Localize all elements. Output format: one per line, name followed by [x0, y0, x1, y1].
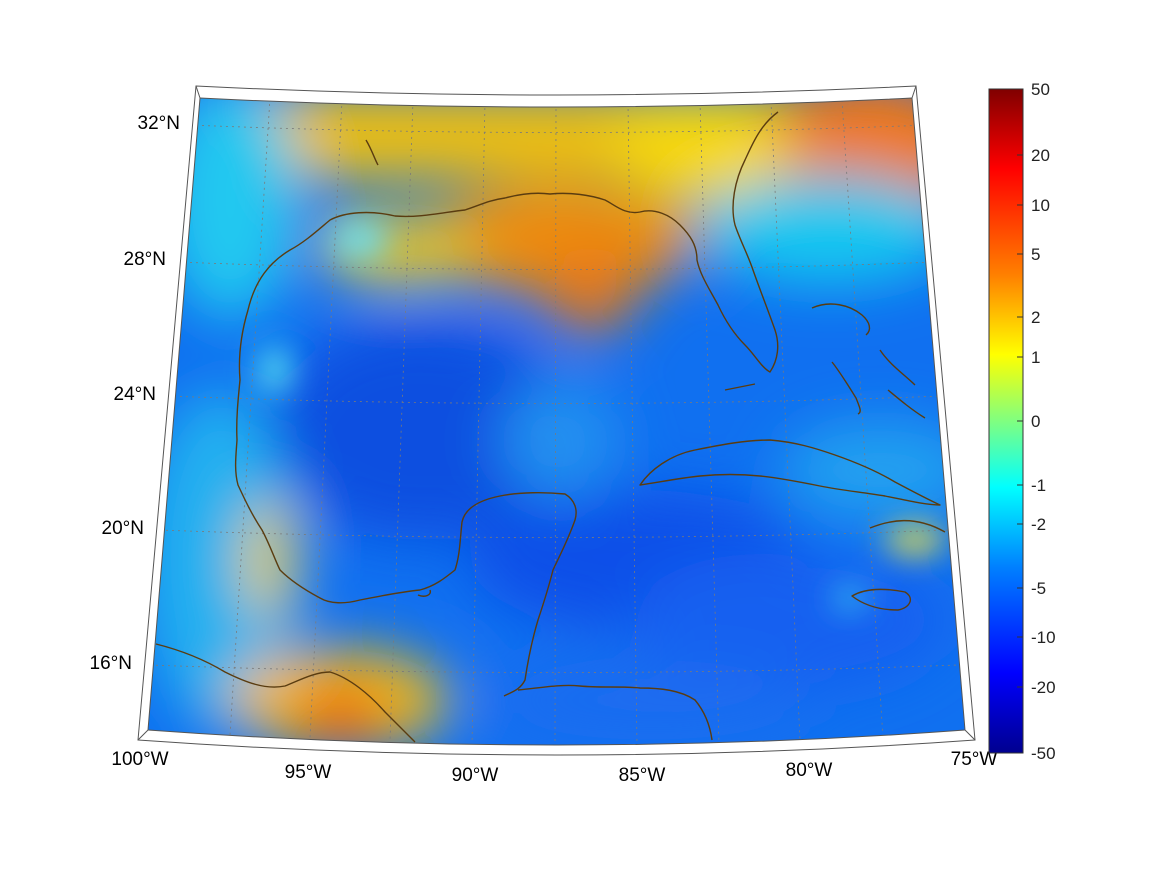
lon-tick-label: 80°W [786, 760, 833, 781]
coastlines [155, 111, 946, 743]
florida-bay [724, 383, 756, 391]
cuba [639, 439, 941, 506]
colorbar-tick-label: -1 [1031, 476, 1046, 495]
colorbar-tick-label: -20 [1031, 678, 1056, 697]
colorbar-tick-label: -5 [1031, 579, 1046, 598]
honduras-coast [517, 684, 713, 741]
hispaniola [869, 519, 946, 533]
lon-tick-label: 75°W [951, 749, 998, 770]
map-field [148, 98, 965, 745]
lat-tick-label: 20°N [102, 518, 144, 539]
colorbar-tick-label: -50 [1031, 744, 1056, 763]
lat-tick-label: 32°N [138, 113, 180, 134]
gulf-coast-north [247, 111, 779, 373]
jamaica [851, 588, 912, 611]
bahamas-2 [879, 349, 916, 386]
colorbar-tick-label: -2 [1031, 515, 1046, 534]
lat-tick-label: 28°N [124, 249, 166, 270]
colorbar-tick-label: 10 [1031, 196, 1050, 215]
colorbar-tick-label: 20 [1031, 146, 1050, 165]
colorbar-tick-label: 50 [1031, 80, 1050, 99]
lon-axis: 100°W 95°W 90°W 85°W 80°W 75°W [111, 749, 997, 786]
colorbar-tick-label: -10 [1031, 628, 1056, 647]
lon-tick-label: 95°W [285, 762, 332, 783]
colorbar-tick-label: 5 [1031, 245, 1040, 264]
map-frame [137, 85, 976, 756]
lon-tick-label: 85°W [619, 765, 666, 786]
lat-tick-label: 16°N [90, 653, 132, 674]
graticule [149, 98, 959, 745]
lat-axis: 32°N 28°N 24°N 20°N 16°N [90, 113, 180, 674]
lon-tick-label: 90°W [452, 765, 499, 786]
colorbar-tick-label: 2 [1031, 308, 1040, 327]
north-bay [365, 139, 379, 166]
yucatan-islands [417, 589, 432, 597]
bahamas-3 [831, 361, 861, 415]
colorbar-tick-label: 1 [1031, 348, 1040, 367]
colorbar-tick-label: 0 [1031, 412, 1040, 431]
central-america-coast [155, 643, 416, 743]
colorbar-ticks [1017, 154, 1023, 688]
lat-tick-label: 24°N [114, 384, 156, 405]
bahamas-1 [811, 303, 871, 336]
bahamas-4 [887, 389, 926, 419]
lon-tick-label: 100°W [111, 749, 168, 770]
colorbar: 50 20 10 5 2 1 0 -1 -2 -5 -10 -20 -50 [988, 80, 1056, 763]
gulf-coast-west [234, 309, 577, 697]
